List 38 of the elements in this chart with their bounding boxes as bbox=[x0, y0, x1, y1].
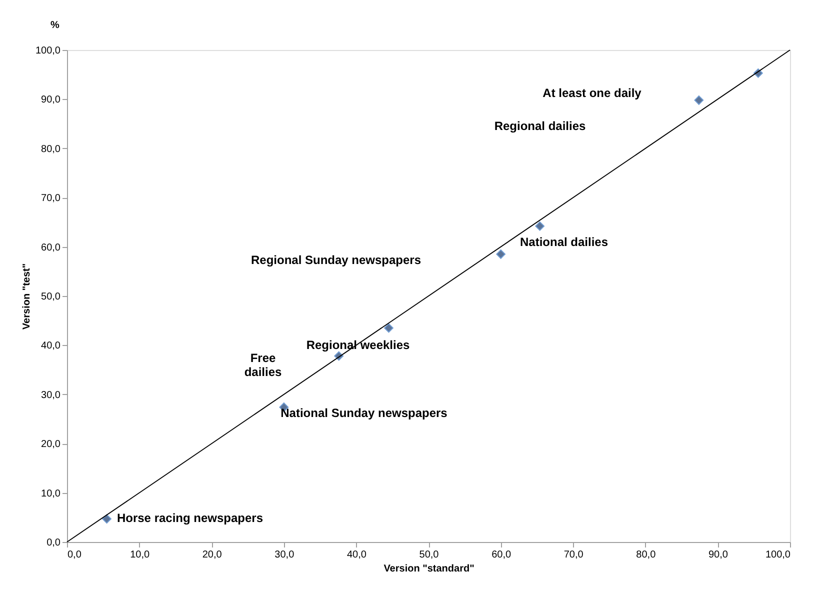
annotation: Horse racing newspapers bbox=[116, 511, 264, 525]
y-tick-label: 10,0 bbox=[41, 488, 61, 500]
y-tick-label: 70,0 bbox=[41, 193, 61, 204]
y-tick-label: 50,0 bbox=[41, 292, 61, 302]
y-tick-label: 100,0 bbox=[35, 46, 61, 56]
point bbox=[694, 96, 704, 105]
x-tick-label: 80,0 bbox=[636, 550, 656, 560]
annotation: National dailies bbox=[520, 235, 608, 249]
x-tick-label: 0,0 bbox=[68, 550, 82, 560]
x-tick-label: 100,0 bbox=[765, 550, 791, 560]
point bbox=[102, 514, 112, 524]
y-tick-label: 90,0 bbox=[41, 94, 61, 106]
annotation: Regional Sunday newspapers bbox=[250, 253, 422, 267]
annotation: National Sunday newspapers bbox=[280, 406, 448, 420]
y-tick-label: 40,0 bbox=[41, 340, 61, 352]
x-tick-label: 70,0 bbox=[564, 550, 584, 560]
text: % bbox=[50, 20, 60, 31]
y-tick-label: 80,0 bbox=[41, 144, 61, 155]
y-tick-label: 60,0 bbox=[41, 242, 61, 254]
y-tick-label: 30,0 bbox=[41, 390, 61, 401]
y-tick-label: 0,0 bbox=[46, 538, 61, 548]
x-tick-label: 90,0 bbox=[708, 550, 728, 560]
annotation: Regional dailies bbox=[494, 119, 586, 133]
x-tick-label: 30,0 bbox=[274, 550, 295, 560]
annotation: Regional weeklies bbox=[306, 338, 410, 352]
x-tick-label: 20,0 bbox=[202, 550, 222, 560]
y-tick-label: 20,0 bbox=[41, 439, 61, 450]
x-tick-label: 10,0 bbox=[130, 550, 150, 560]
point bbox=[535, 221, 545, 231]
x-tick-label: 60,0 bbox=[492, 550, 512, 560]
point bbox=[496, 249, 506, 259]
point bbox=[384, 323, 394, 333]
x-tick-label: 50,0 bbox=[419, 550, 440, 560]
y-axis-title: Version "test" bbox=[21, 263, 32, 330]
x-tick-label: 40,0 bbox=[346, 550, 367, 560]
x-axis-title: Version "standard" bbox=[384, 564, 475, 574]
annotation: At least one daily bbox=[542, 86, 642, 100]
annotation: Free dailies bbox=[244, 351, 282, 379]
